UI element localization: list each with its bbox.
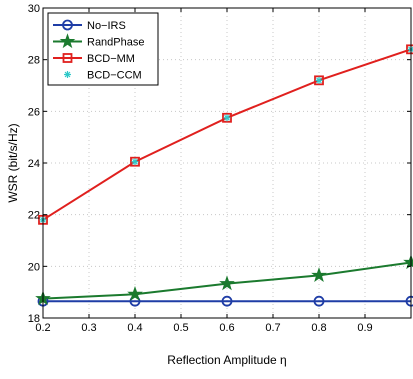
legend-marker bbox=[59, 33, 76, 49]
data-point-0-2 bbox=[221, 295, 233, 307]
legend-marker bbox=[62, 19, 73, 31]
data-point-3-2 bbox=[223, 114, 231, 122]
y-tick-label: 30 bbox=[28, 3, 40, 15]
x-tick-label: 0.4 bbox=[127, 322, 142, 334]
data-point-3-3 bbox=[315, 76, 323, 84]
x-tick-label: 0.5 bbox=[173, 322, 188, 334]
legend-item: BCD−MM bbox=[53, 53, 135, 65]
y-tick-label: 24 bbox=[28, 158, 40, 170]
legend-label: RandPhase bbox=[87, 37, 145, 49]
x-tick-label: 0.9 bbox=[357, 322, 372, 334]
legend-item: No−IRS bbox=[53, 19, 126, 32]
legend-marker bbox=[62, 53, 73, 63]
data-point-1-1 bbox=[127, 286, 143, 301]
legend-label: No−IRS bbox=[87, 20, 126, 32]
x-tick-label: 0.2 bbox=[35, 322, 50, 334]
data-point-1-2 bbox=[219, 275, 235, 291]
data-point-2-3 bbox=[314, 75, 324, 86]
legend-label: BCD−MM bbox=[87, 53, 135, 65]
y-tick-label: 18 bbox=[28, 313, 40, 325]
y-axis-label: WSR (bit/s/Hz) bbox=[6, 123, 20, 202]
y-tick-label: 22 bbox=[28, 210, 40, 222]
data-point-2-2 bbox=[222, 112, 232, 123]
legend-item: BCD−CCM bbox=[64, 70, 142, 82]
data-point-3-1 bbox=[131, 158, 139, 166]
data-point-0-3 bbox=[313, 295, 325, 307]
y-tick-label: 28 bbox=[28, 55, 40, 67]
legend-label: BCD−CCM bbox=[87, 70, 142, 82]
y-tick-label: 26 bbox=[28, 106, 40, 118]
x-tick-label: 0.7 bbox=[265, 322, 280, 334]
data-point-1-3 bbox=[311, 267, 327, 283]
y-tick-label: 20 bbox=[28, 261, 40, 273]
legend: No−IRS RandPhase BCD−MM BCD−CCM bbox=[47, 12, 159, 86]
axis-ticks: 0.2 0.3 0.4 0.5 0.6 0.7 0.8 0.9 18 20 22 24 26 28 30 bbox=[28, 3, 411, 334]
legend-item: RandPhase bbox=[53, 33, 145, 49]
x-tick-label: 0.3 bbox=[81, 322, 96, 334]
data-point-2-1 bbox=[130, 156, 140, 167]
x-axis-label: Reflection Amplitude η bbox=[167, 353, 286, 367]
x-tick-label: 0.8 bbox=[311, 322, 326, 334]
x-tick-label: 0.6 bbox=[219, 322, 234, 334]
legend-marker bbox=[64, 71, 71, 78]
